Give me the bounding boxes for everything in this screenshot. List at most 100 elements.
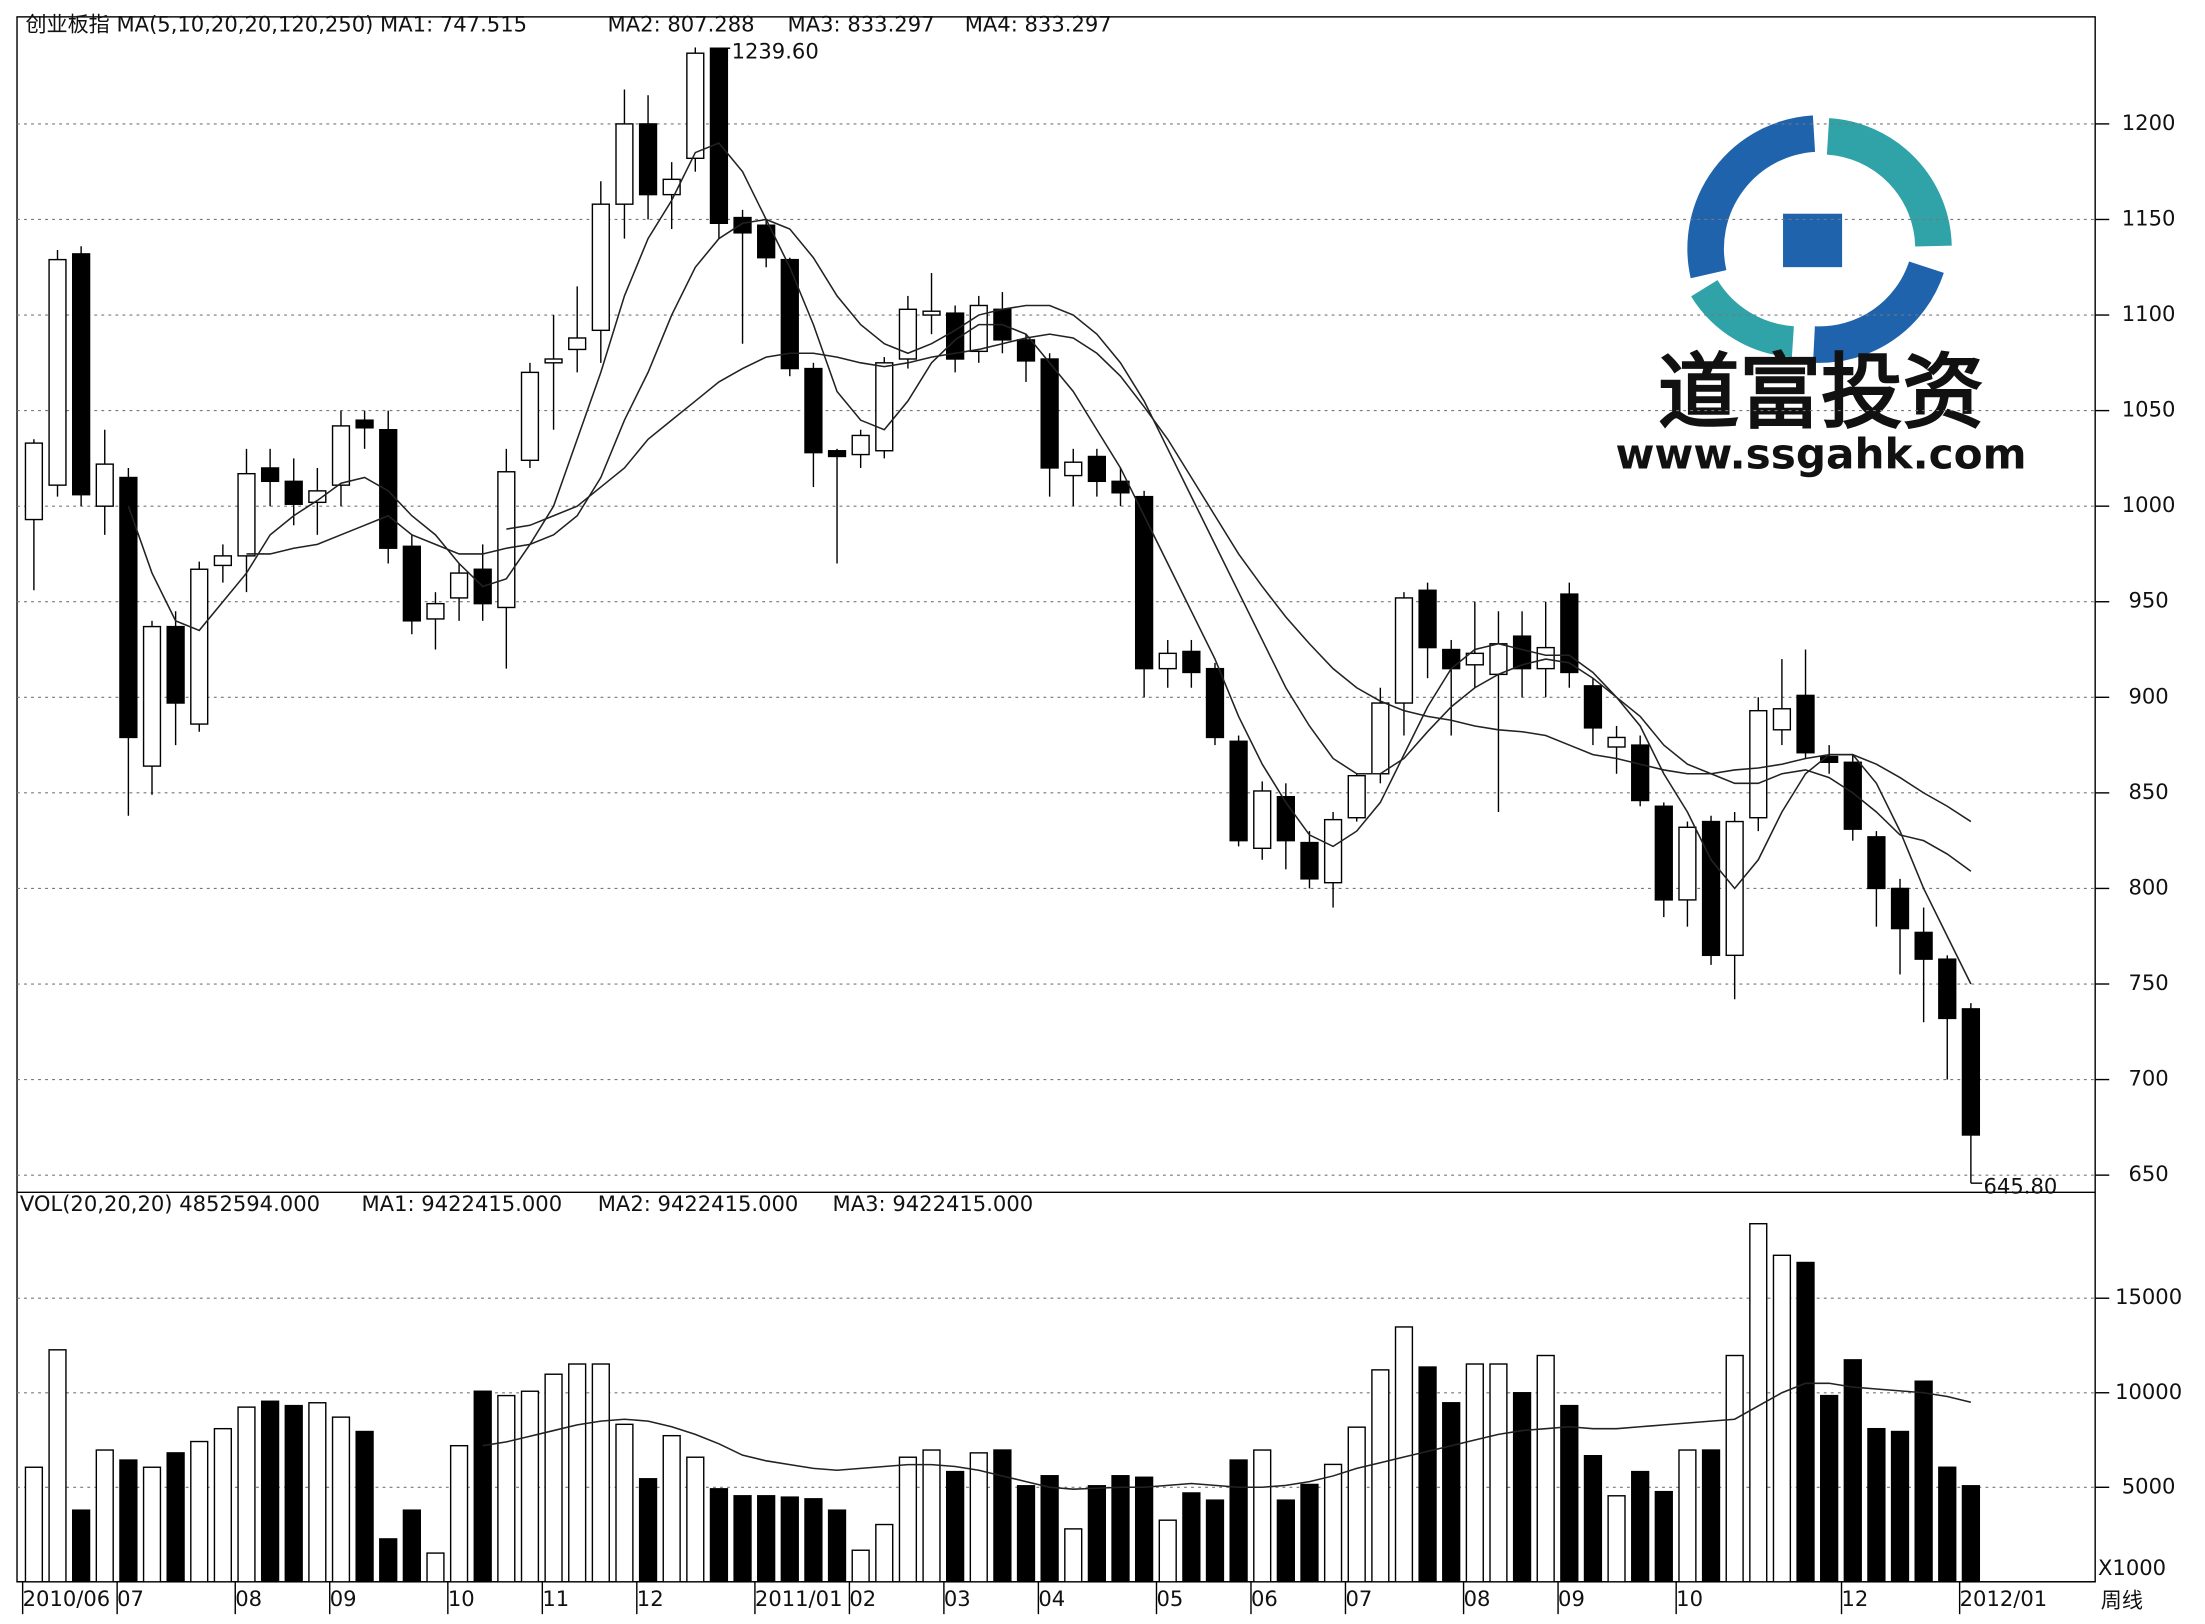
candle-body: [1300, 841, 1319, 880]
indicator-label: MA4: 833.297: [965, 11, 1112, 36]
candle-body: [379, 429, 398, 549]
y-tick-label: 1050: [2122, 397, 2176, 422]
indicator-label: MA1: 9422415.000: [362, 1191, 563, 1216]
volume-bar: [1536, 1354, 1555, 1583]
volume-bar: [568, 1363, 587, 1583]
candle-body: [686, 52, 705, 160]
candle-body: [1631, 744, 1650, 802]
period-label: 周线: [2101, 1588, 2143, 1613]
volume-bar: [1394, 1326, 1414, 1583]
x-tick-label: 10: [448, 1586, 475, 1611]
volume-bar: [119, 1459, 138, 1583]
x-tick-label: 06: [1251, 1586, 1278, 1611]
logo-arc: [1826, 118, 1952, 248]
volume-bar: [166, 1452, 185, 1583]
indicator-label: VOL(20,20,20) 4852594.000: [20, 1191, 320, 1216]
volume-bar: [1111, 1475, 1130, 1583]
x-tick-label: 02: [849, 1586, 876, 1611]
candle-body: [1961, 1008, 1981, 1136]
candle-body: [1512, 635, 1532, 670]
candle-body: [709, 47, 729, 224]
candle-body: [426, 602, 445, 620]
volume-bar: [1560, 1404, 1579, 1583]
candle-body: [1016, 339, 1036, 362]
candle-body: [1442, 648, 1461, 670]
volume-bar: [1229, 1459, 1248, 1583]
y-tick-label: 15000: [2115, 1284, 2182, 1309]
candle-body: [1867, 836, 1886, 890]
candle-body: [898, 308, 918, 360]
candle-body: [1253, 790, 1272, 850]
candle-body: [1323, 818, 1343, 884]
candle-body: [95, 463, 114, 507]
y-tick-label: 1150: [2122, 205, 2176, 230]
candle-body: [1678, 826, 1697, 901]
volume-bar: [733, 1495, 752, 1583]
volume-bar: [71, 1509, 91, 1583]
candle-body: [1418, 589, 1437, 649]
x-tick-label: 09: [1558, 1586, 1585, 1611]
candle-body: [213, 555, 233, 567]
candle-body: [260, 467, 280, 483]
volume-bar: [1583, 1455, 1603, 1583]
volume-bar: [1253, 1449, 1272, 1583]
candle-body: [1890, 887, 1910, 930]
volume-bar: [1182, 1492, 1201, 1583]
candle-body: [851, 434, 870, 456]
logo-name: 道富投资: [1658, 345, 1984, 440]
candle-body: [1560, 593, 1579, 674]
y-tick-label: 1100: [2122, 301, 2176, 326]
candle-body: [119, 476, 138, 739]
candle-body: [922, 310, 941, 316]
candle-body: [166, 625, 185, 704]
indicator-label: MA2: 807.288: [608, 11, 755, 36]
volume-bar: [95, 1449, 114, 1583]
logo-arc: [1691, 279, 1795, 358]
volume-bar: [544, 1373, 563, 1583]
indicator-label: MA3: 833.297: [788, 11, 935, 36]
volume-bar: [591, 1363, 610, 1583]
volume-bar: [1418, 1366, 1437, 1583]
volume-bar: [284, 1404, 303, 1583]
x-tick-label: 07: [1345, 1586, 1372, 1611]
y-tick-label: 750: [2128, 970, 2168, 995]
volume-bar: [1678, 1449, 1697, 1583]
volume-bar: [851, 1549, 870, 1583]
candle-body: [638, 123, 658, 196]
candle-body: [1701, 820, 1721, 957]
candle-body: [1158, 652, 1177, 670]
volume-bar: [497, 1394, 516, 1583]
volume-bar: [308, 1402, 327, 1583]
candle-body: [402, 545, 421, 622]
volume-bar: [1631, 1470, 1650, 1583]
candle-body: [757, 224, 776, 259]
volume-bar: [1820, 1394, 1839, 1583]
candle-body: [308, 490, 327, 504]
y-tick-label: 900: [2128, 683, 2168, 708]
y-tick-label: 800: [2128, 874, 2168, 899]
candle-body: [1654, 805, 1673, 901]
candle-body: [1607, 736, 1626, 748]
x-tick-label: 08: [1464, 1586, 1491, 1611]
volume-bar: [1158, 1519, 1177, 1583]
candle-body: [284, 480, 303, 505]
volume-bar: [331, 1416, 351, 1583]
volume-bar: [1701, 1449, 1721, 1583]
volume-bar: [1300, 1483, 1319, 1583]
x-tick-label: 2012/01: [1960, 1586, 2048, 1611]
x-tick-label: 12: [1842, 1586, 1869, 1611]
candle-body: [780, 258, 799, 370]
logo-square: [1783, 213, 1843, 268]
candle-body: [1796, 694, 1815, 754]
candle-body: [1749, 709, 1768, 819]
candle-body: [1465, 652, 1484, 666]
volume-bar: [449, 1444, 469, 1583]
annotation: 1239.60: [732, 38, 819, 63]
x-tick-label: 03: [944, 1586, 971, 1611]
volume-bar: [1867, 1427, 1886, 1583]
volume-bar: [1796, 1261, 1815, 1583]
candle-body: [237, 472, 256, 557]
volume-bar: [875, 1523, 894, 1583]
volume-bar: [1749, 1223, 1768, 1583]
